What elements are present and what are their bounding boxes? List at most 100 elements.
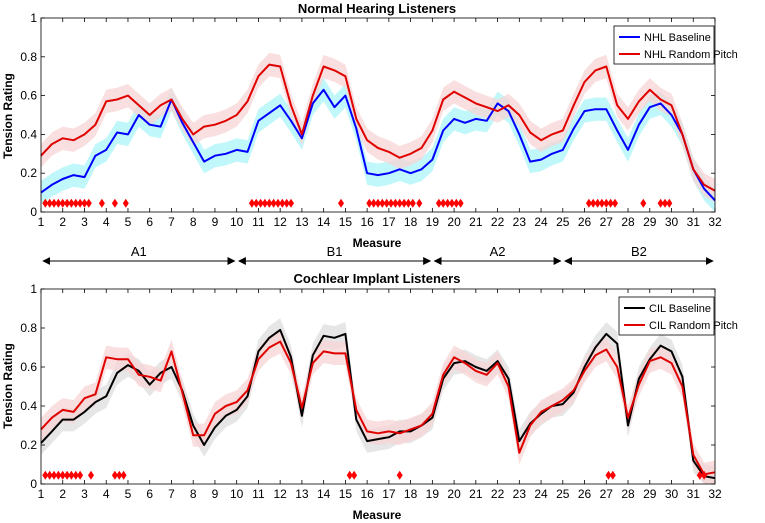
x-tick-label: 19 [426, 487, 440, 501]
significance-marker [416, 198, 423, 208]
section-label: B2 [631, 244, 647, 259]
significance-marker [405, 198, 412, 208]
x-tick-label: 23 [513, 487, 527, 501]
x-tick-label: 23 [513, 215, 527, 229]
significance-marker [68, 470, 75, 480]
x-tick-label: 3 [81, 487, 88, 501]
significance-marker [448, 198, 455, 208]
series-line-p1-0 [40, 328, 716, 480]
significance-marker [46, 198, 53, 208]
x-tick-label: 11 [252, 487, 265, 501]
significance-marker [77, 470, 84, 480]
panel-cil-ylabel: Tension Rating [1, 343, 15, 429]
x-tick-label: 18 [404, 487, 418, 501]
significance-marker [609, 470, 616, 480]
x-tick-label: 24 [534, 487, 548, 501]
x-tick-label: 20 [447, 215, 461, 229]
panel-cil-title: Cochlear Implant Listeners [294, 271, 461, 286]
x-tick-label: 2 [59, 487, 66, 501]
significance-marker [77, 198, 84, 208]
significance-marker [42, 470, 49, 480]
series-line-p0-0 [40, 88, 716, 202]
panel-nhl-bands [41, 52, 715, 212]
significance-marker [72, 470, 79, 480]
y-tick-label: 1 [30, 282, 37, 296]
panel-cil-xlabel: Measure [353, 508, 402, 522]
x-tick-label: 20 [447, 487, 461, 501]
panel-cil-lines [40, 328, 716, 480]
x-tick-label: 29 [643, 215, 657, 229]
significance-marker [59, 198, 66, 208]
significance-marker [383, 198, 390, 208]
panel-nhl-title: Normal Hearing Listeners [298, 1, 456, 16]
significance-marker [51, 198, 57, 208]
x-tick-label: 3 [81, 215, 88, 229]
x-tick-label: 17 [382, 487, 396, 501]
section-label: A2 [490, 244, 506, 259]
significance-marker [657, 198, 664, 208]
x-tick-label: 30 [665, 487, 679, 501]
x-tick-label: 26 [578, 487, 592, 501]
x-tick-label: 4 [103, 487, 110, 501]
significance-marker [607, 198, 614, 208]
significance-marker [288, 198, 294, 208]
significance-marker [98, 198, 105, 208]
x-tick-label: 7 [168, 215, 175, 229]
significance-marker [248, 198, 255, 208]
x-tick-label: 27 [600, 215, 614, 229]
series-line-p0-1 [40, 63, 716, 192]
significance-marker [275, 198, 281, 208]
significance-marker [396, 198, 403, 208]
significance-marker [64, 470, 71, 480]
significance-marker [116, 470, 123, 480]
x-tick-label: 10 [230, 215, 244, 229]
x-tick-label: 6 [146, 215, 153, 229]
panel-nhl-significance-markers [42, 198, 673, 208]
x-tick-label: 29 [643, 487, 657, 501]
significance-marker [388, 198, 394, 208]
significance-marker [396, 470, 403, 480]
significance-marker [370, 198, 377, 208]
significance-marker [453, 198, 460, 208]
x-tick-label: 13 [295, 215, 309, 229]
y-tick-label: 0.4 [20, 127, 37, 141]
x-tick-label: 22 [491, 487, 505, 501]
significance-marker [59, 470, 66, 480]
x-tick-label: 25 [556, 215, 570, 229]
y-tick-label: 0.4 [20, 399, 37, 413]
significance-marker [120, 470, 127, 480]
significance-marker [666, 198, 673, 208]
x-tick-label: 28 [621, 487, 635, 501]
x-tick-label: 22 [491, 215, 505, 229]
significance-marker [111, 470, 118, 480]
panel-cil-legend: CIL Baseline CIL Random Pitch [618, 296, 738, 336]
x-tick-label: 13 [295, 487, 309, 501]
significance-marker [338, 198, 344, 208]
significance-marker [68, 198, 75, 208]
significance-marker [594, 198, 601, 208]
x-tick-label: 4 [103, 215, 110, 229]
legend-entry-label: CIL Random Pitch [649, 320, 738, 332]
panel-nhl-ylabel: Tension Rating [1, 73, 15, 159]
significance-marker [375, 198, 381, 208]
y-tick-label: 0 [30, 477, 37, 491]
significance-marker [662, 198, 668, 208]
significance-marker [696, 470, 703, 480]
y-tick-label: 0 [30, 205, 37, 219]
legend-entry-label: CIL Baseline [649, 303, 711, 315]
panel-nhl-xlabel: Measure [353, 236, 402, 250]
x-tick-label: 1 [38, 487, 45, 501]
significance-marker [366, 198, 373, 208]
significance-marker [253, 198, 260, 208]
legend-box [613, 25, 715, 65]
significance-marker [283, 198, 290, 208]
x-tick-label: 17 [382, 215, 396, 229]
x-tick-label: 10 [230, 487, 244, 501]
significance-marker [640, 198, 647, 208]
panel-nhl-lines [40, 63, 716, 202]
x-tick-label: 21 [469, 487, 483, 501]
panel-nhl-axes: 1 2 3 4 5 6 7 8 9 10 11 12 13 14 15 16 17 18 19 20 21 22 23 24 2… [20, 11, 722, 229]
x-tick-label: 32 [708, 215, 722, 229]
significance-marker [440, 198, 447, 208]
